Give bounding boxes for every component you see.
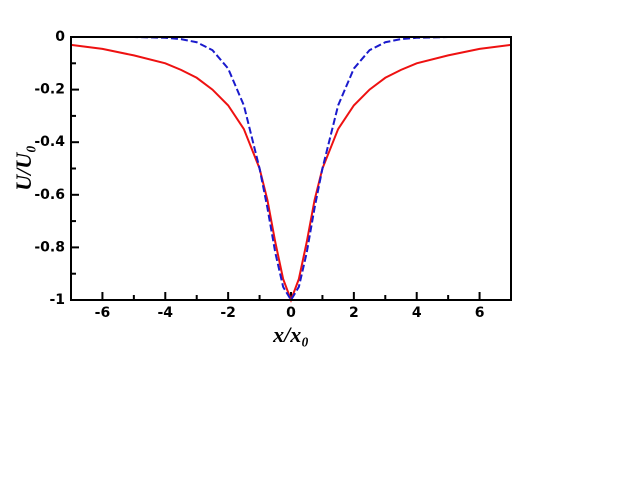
x-tick-label: 6: [475, 305, 485, 321]
x-tick-label: 2: [349, 305, 359, 321]
x-axis-label: x/x₀: [272, 322, 309, 347]
x-tick-label: -2: [220, 305, 236, 321]
y-axis-label: U/U₀: [11, 145, 36, 191]
y-tick-label: -0.2: [34, 82, 65, 98]
x-tick-label: 4: [412, 305, 422, 321]
y-tick-label: -0.6: [34, 187, 65, 203]
plot-frame: [70, 36, 512, 301]
x-tick-label: 0: [286, 305, 296, 321]
y-tick-label: -0.4: [34, 134, 65, 150]
x-tick-label: -4: [158, 305, 174, 321]
data-line: [70, 43, 512, 303]
y-tick-label: 0: [55, 29, 65, 45]
y-tick-label: -0.8: [34, 239, 65, 255]
y-tick-label: -1: [49, 292, 65, 308]
x-tick-label: -6: [95, 305, 111, 321]
data-line: [71, 36, 511, 302]
